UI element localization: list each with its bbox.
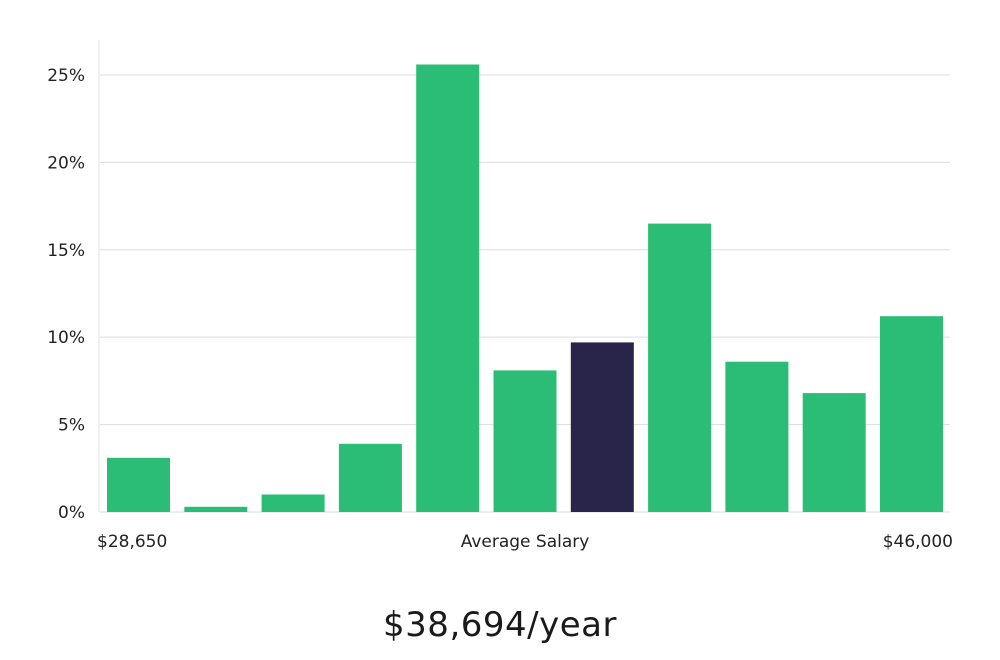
x-axis-max-label: $46,000	[883, 532, 953, 552]
x-axis-average-label: Average Salary	[461, 532, 590, 552]
bars	[107, 64, 943, 512]
y-tick-label: 5%	[58, 416, 85, 436]
y-tick-label: 25%	[47, 66, 85, 86]
bar	[261, 494, 325, 512]
bar	[648, 223, 712, 512]
y-tick-label: 15%	[47, 241, 85, 261]
salary-distribution-chart: 0%5%10%15%20%25% $28,650 Average Salary …	[47, 40, 953, 552]
y-tick-label: 10%	[47, 328, 85, 348]
bar	[184, 506, 248, 512]
bar	[416, 64, 480, 512]
y-tick-label: 20%	[47, 153, 85, 173]
bar-highlighted	[570, 342, 634, 512]
y-axis-ticks: 0% 5% 10% 15% 20% 25%	[47, 66, 85, 523]
bar	[493, 370, 557, 512]
average-salary-value: $38,694/year	[383, 605, 617, 645]
y-tick-label: 0%	[58, 503, 85, 523]
bar	[107, 457, 170, 512]
bar	[338, 443, 402, 512]
bar	[802, 393, 866, 512]
bar	[725, 361, 789, 512]
bar	[880, 316, 943, 512]
x-axis-min-label: $28,650	[97, 532, 167, 552]
